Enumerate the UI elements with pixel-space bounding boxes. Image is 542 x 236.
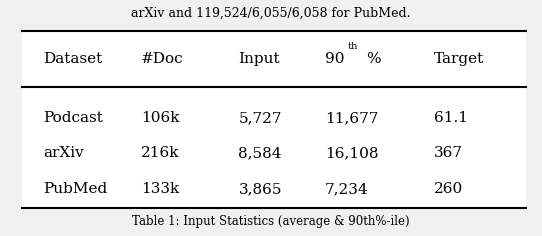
Text: 16,108: 16,108	[325, 146, 379, 160]
Text: 260: 260	[434, 182, 463, 196]
Text: Input: Input	[238, 52, 280, 66]
Text: #Doc: #Doc	[141, 52, 184, 66]
Text: Table 1: Input Statistics (average & 90th%-ile): Table 1: Input Statistics (average & 90t…	[132, 215, 410, 228]
FancyBboxPatch shape	[22, 31, 526, 208]
Text: 133k: 133k	[141, 182, 179, 196]
Text: 367: 367	[434, 146, 463, 160]
Text: PubMed: PubMed	[43, 182, 108, 196]
Text: arXiv: arXiv	[43, 146, 84, 160]
Text: 11,677: 11,677	[325, 111, 378, 125]
Text: arXiv and 119,524/6,055/6,058 for PubMed.: arXiv and 119,524/6,055/6,058 for PubMed…	[131, 7, 411, 20]
Text: 90: 90	[325, 52, 345, 66]
Text: 61.1: 61.1	[434, 111, 468, 125]
Text: Target: Target	[434, 52, 484, 66]
Text: 8,584: 8,584	[238, 146, 282, 160]
Text: th: th	[348, 42, 358, 51]
Text: Dataset: Dataset	[43, 52, 102, 66]
Text: 3,865: 3,865	[238, 182, 282, 196]
Text: %: %	[366, 52, 380, 66]
Text: 7,234: 7,234	[325, 182, 369, 196]
Text: 216k: 216k	[141, 146, 179, 160]
Text: Podcast: Podcast	[43, 111, 103, 125]
Text: 106k: 106k	[141, 111, 179, 125]
Text: 5,727: 5,727	[238, 111, 282, 125]
